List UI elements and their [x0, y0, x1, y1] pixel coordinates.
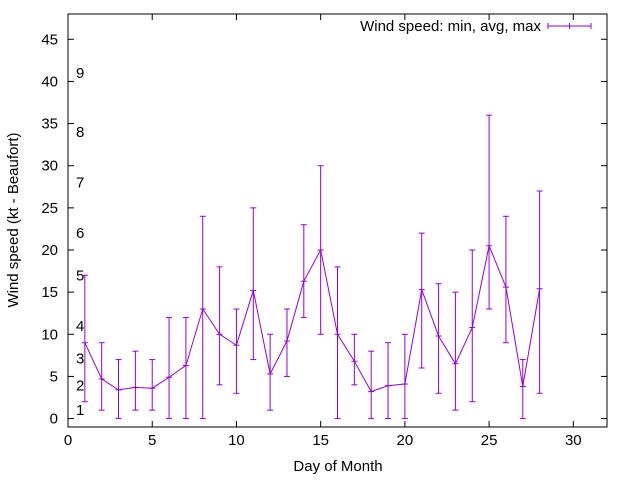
- x-tick-label: 10: [228, 432, 245, 449]
- x-axis-title: Day of Month: [293, 458, 382, 475]
- beaufort-label: 6: [76, 225, 84, 242]
- legend-label: Wind speed: min, avg, max: [360, 18, 541, 35]
- y-tick-label: 35: [41, 116, 58, 133]
- beaufort-label: 5: [76, 267, 84, 284]
- x-tick-label: 15: [312, 432, 329, 449]
- beaufort-label: 3: [76, 351, 84, 368]
- beaufort-label: 7: [76, 175, 84, 192]
- y-tick-label: 0: [50, 411, 58, 428]
- legend-sample: [547, 23, 592, 29]
- x-tick-label: 5: [148, 432, 156, 449]
- y-tick-label: 5: [50, 368, 58, 385]
- y-axis-title: Wind speed (kt - Beaufort): [5, 132, 22, 307]
- x-axis-ticks: 0 5 10 15 20 25 30: [64, 14, 582, 449]
- x-tick-label: 0: [64, 432, 72, 449]
- y-tick-label: 45: [41, 31, 58, 48]
- beaufort-label: 4: [76, 318, 84, 335]
- beaufort-label: 2: [76, 378, 84, 395]
- error-bars: [81, 114, 543, 420]
- beaufort-label: 8: [76, 124, 84, 141]
- y-tick-label: 20: [41, 242, 58, 259]
- beaufort-label: 1: [76, 402, 84, 419]
- series-line: [84, 244, 541, 393]
- y-tick-label: 25: [41, 200, 58, 217]
- y-tick-label: 30: [41, 158, 58, 175]
- x-tick-label: 25: [481, 432, 498, 449]
- legend: Wind speed: min, avg, max: [360, 18, 592, 35]
- beaufort-scale-labels: 1 2 3 4 5 6 7 8 9: [76, 65, 84, 419]
- x-tick-label: 30: [565, 432, 582, 449]
- y-tick-label: 10: [41, 326, 58, 343]
- y-tick-label: 15: [41, 284, 58, 301]
- x-tick-label: 20: [397, 432, 414, 449]
- series-line-group: [84, 244, 541, 393]
- plot-frame: [67, 13, 608, 428]
- beaufort-label: 9: [76, 65, 84, 82]
- y-tick-label: 40: [41, 73, 58, 90]
